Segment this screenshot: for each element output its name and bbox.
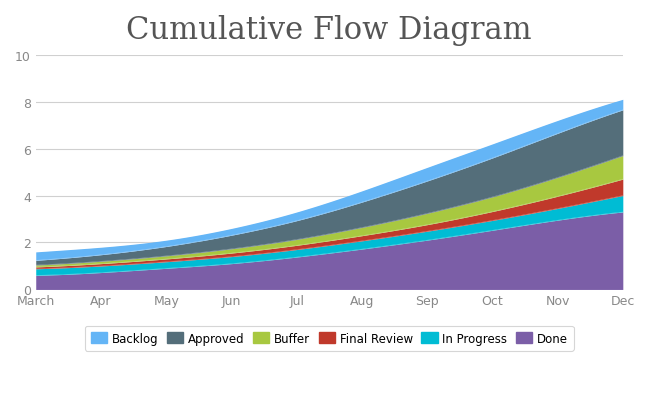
Title: Cumulative Flow Diagram: Cumulative Flow Diagram <box>127 15 532 46</box>
Legend: Backlog, Approved, Buffer, Final Review, In Progress, Done: Backlog, Approved, Buffer, Final Review,… <box>84 326 574 351</box>
